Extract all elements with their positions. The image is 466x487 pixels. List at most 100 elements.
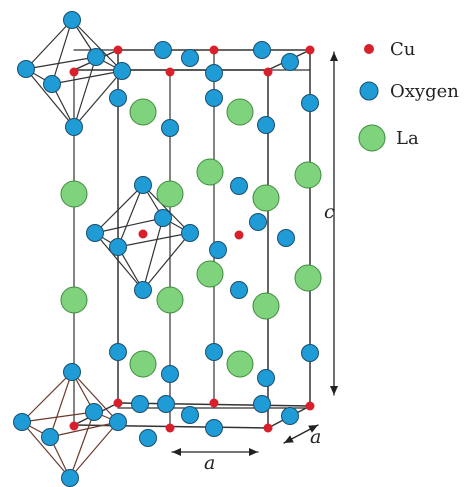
octahedron-edge [21, 371, 73, 423]
cu-atom [69, 67, 79, 77]
oxygen-atom [109, 238, 127, 256]
oxygen-atom [109, 343, 127, 361]
oxygen-atom [17, 60, 35, 78]
octahedron-edge [142, 232, 191, 291]
oxygen-atom [281, 53, 299, 71]
oxygen-atom [205, 343, 223, 361]
legend-cu: Cu [358, 38, 415, 60]
oxygen-atom [139, 429, 157, 447]
oxygen-atom [134, 176, 152, 194]
cu-atom [263, 423, 273, 433]
octahedron-edge [71, 19, 123, 72]
octahedron-edge [51, 70, 123, 85]
oxygen-atom [181, 49, 199, 67]
oxygen-atom [205, 89, 223, 107]
la-atom [60, 180, 88, 208]
legend-oxygen: Oxygen [358, 80, 459, 102]
a-side-dimension-arrow-head [308, 425, 318, 433]
octahedron-edge [117, 184, 144, 248]
cu-swatch [364, 44, 374, 54]
legend-cu-label: Cu [390, 38, 416, 60]
la-atom [196, 260, 224, 288]
octahedron-edge [49, 371, 73, 438]
oxygen-atom [109, 413, 127, 431]
octahedron-edge [73, 70, 123, 128]
la-atom [129, 350, 157, 378]
octahedron-edge [142, 184, 191, 234]
oxygen-atom [161, 119, 179, 137]
octahedron-edge [69, 421, 119, 479]
oxygen-atom [157, 395, 175, 413]
octahedron-edge [51, 19, 73, 85]
oxygen-atom [86, 224, 104, 242]
la-atom [226, 350, 254, 378]
oxygen-atom [13, 413, 31, 431]
la-atom [156, 286, 184, 314]
oxygen-atom [41, 428, 59, 446]
octahedron-edge [21, 411, 95, 423]
legend-la-label: La [396, 127, 419, 149]
octahedron-edge [25, 68, 75, 128]
oxygen-atom [253, 395, 271, 413]
la-atom [156, 180, 184, 208]
c-dimension-label: c [324, 201, 335, 223]
octahedron-edge [117, 232, 191, 248]
oxygen-atom [249, 213, 267, 231]
oxygen-atom [281, 407, 299, 425]
cu-atom [209, 398, 219, 408]
octahedron-edge [49, 421, 119, 438]
cu-atom [234, 230, 244, 240]
oxygen-atom [230, 177, 248, 195]
oxygen-atom [257, 369, 275, 387]
octahedron-edge [94, 217, 164, 234]
oxygen-atom [181, 224, 199, 242]
la-atom [226, 98, 254, 126]
oxygen-atom [257, 116, 275, 134]
oxygen-atom [181, 406, 199, 424]
octahedron-edge [21, 421, 71, 479]
la-atom [129, 98, 157, 126]
cu-atom [209, 45, 219, 55]
c-dimension-arrow-head [330, 386, 338, 395]
oxygen-atom [63, 363, 81, 381]
oxygen-swatch [359, 81, 379, 101]
oxygen-atom [87, 48, 105, 66]
c-dimension-arrow-head [330, 52, 338, 61]
octahedron-edge [71, 371, 119, 423]
oxygen-atom [113, 62, 131, 80]
octahedron-edge [25, 19, 73, 70]
legend-la: La [358, 124, 419, 152]
cu-atom [113, 45, 123, 55]
oxygen-atom [61, 469, 79, 487]
oxygen-atom [63, 11, 81, 29]
cu-atom [165, 67, 175, 77]
legend-oxygen-label: Oxygen [390, 80, 459, 102]
cu-atom [138, 229, 148, 239]
oxygen-atom [230, 281, 248, 299]
la-atom [196, 158, 224, 186]
a-front-dimension-label: a [204, 452, 216, 474]
la-atom [294, 264, 322, 292]
oxygen-atom [209, 241, 227, 259]
octahedron-edge [94, 232, 144, 291]
octahedron-edge [142, 217, 164, 291]
oxygen-atom [154, 209, 172, 227]
oxygen-atom [131, 395, 149, 413]
oxygen-atom [161, 365, 179, 383]
oxygen-atom [205, 419, 223, 437]
a-side-dimension-arrow-head [284, 435, 294, 443]
octahedron-edge [94, 184, 144, 234]
cu-atom [305, 401, 315, 411]
la-atom [252, 184, 280, 212]
a-front-dimension-arrow-head [249, 448, 258, 456]
oxygen-atom [154, 41, 172, 59]
cu-atom [113, 398, 123, 408]
cu-atom [263, 67, 273, 77]
oxygen-atom [301, 94, 319, 112]
oxygen-atom [205, 64, 223, 82]
oxygen-atom [253, 41, 271, 59]
octahedron-edge [69, 411, 95, 479]
cu-atom [165, 423, 175, 433]
dimension-arrows [171, 51, 338, 456]
